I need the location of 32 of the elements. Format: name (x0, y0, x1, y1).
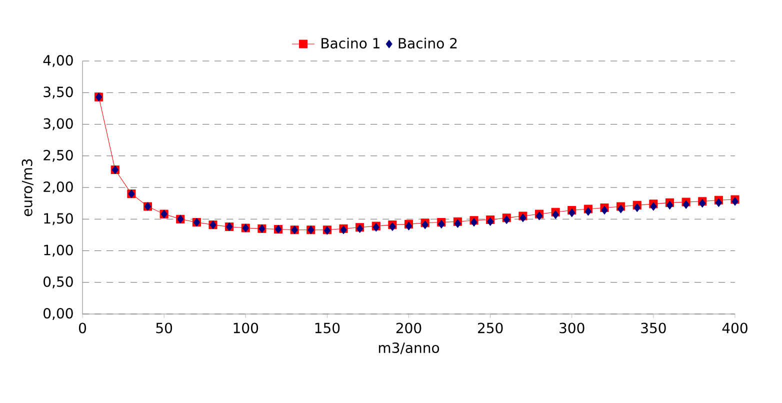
y-tick-label: 0,00 (44, 308, 73, 320)
point (601, 206, 608, 215)
x-tick-label: 100 (234, 322, 258, 334)
legend-label: Bacino 1 (322, 38, 380, 49)
x-tick-label: 400 (722, 322, 748, 334)
point (584, 207, 592, 216)
y-axis-title: euro/m3 (22, 159, 34, 216)
point (552, 210, 559, 219)
y-tick-label: 2,50 (44, 150, 73, 162)
x-tick-label: 200 (396, 322, 422, 334)
point (618, 204, 624, 214)
point (650, 202, 657, 211)
x-tick-label: 350 (641, 322, 666, 334)
y-tick-label: 4,00 (43, 54, 73, 68)
y-tick-label: 3,00 (44, 118, 73, 130)
point (715, 198, 722, 207)
x-tick-label: 150 (315, 322, 340, 334)
x-tick-label: 50 (156, 322, 172, 334)
y-tick-label: 1,00 (44, 244, 73, 257)
y-tick-label: 0,50 (44, 276, 73, 288)
point (682, 200, 690, 209)
x-tick-label: 300 (560, 322, 584, 334)
x-tick-label: 0 (78, 322, 86, 334)
x-tick-label: 250 (478, 322, 503, 334)
point (634, 203, 640, 212)
x-axis-title: m3/anno (378, 342, 440, 354)
y-tick-label: 3,50 (44, 86, 73, 99)
y-tick-label: 1,50 (44, 213, 73, 226)
y-tick-label: 2,00 (44, 181, 73, 194)
point (666, 200, 674, 210)
legend-label: Bacino 2 (398, 38, 457, 49)
point (568, 208, 576, 218)
